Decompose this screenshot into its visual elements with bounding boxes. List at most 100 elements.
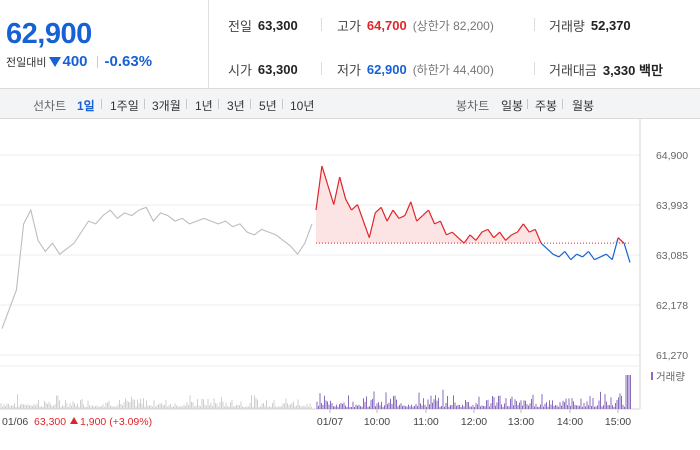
- price-segment: [469, 234, 477, 241]
- trade-value-value: 3,330 백만: [602, 63, 663, 78]
- x-tick-label: 14:00: [557, 416, 583, 428]
- trade-value-label: 거래대금: [549, 63, 597, 78]
- price-segment: [351, 204, 358, 211]
- stat-divider: [534, 18, 535, 31]
- x-tick-label: 10:00: [364, 416, 390, 428]
- x-tick-label: 15:00: [605, 416, 631, 428]
- price-segment: [600, 253, 607, 258]
- tab-divider: [562, 99, 563, 109]
- price-segment: [463, 234, 471, 244]
- price-segment: [439, 220, 447, 236]
- price-segment: [540, 242, 548, 250]
- low-stat: 저가 62,900 (하한가 44,400): [337, 60, 494, 79]
- price-summary: 62,900 전일대비 400 -0.63% 전일 63,300 고가 64,7…: [0, 0, 700, 89]
- price-segment: [327, 185, 335, 205]
- price-segment: [457, 237, 465, 244]
- price-segment: [434, 220, 441, 225]
- stat-divider: [321, 18, 322, 31]
- prev-close-value: 63,300: [257, 18, 298, 33]
- change-label: 전일대비: [6, 56, 47, 69]
- price-segment: [558, 250, 566, 258]
- tab-10-years[interactable]: 10년: [290, 99, 315, 113]
- price-segment: [386, 209, 394, 222]
- volume-stat: 거래량 52,370: [549, 16, 631, 35]
- tab-1-week[interactable]: 1주일: [110, 99, 139, 113]
- change-divider: [96, 55, 98, 68]
- price-segment: [623, 242, 631, 263]
- stat-divider: [534, 62, 535, 75]
- price-segment: [611, 237, 619, 260]
- price-segment: [362, 220, 370, 238]
- price-segment: [487, 229, 495, 238]
- price-segment: [475, 231, 483, 241]
- price-segment: [451, 231, 459, 239]
- tab-divider: [282, 99, 283, 109]
- tab-monthly-candle[interactable]: 월봉: [572, 99, 595, 113]
- price-segment: [398, 215, 406, 219]
- price-segment: [588, 251, 595, 261]
- volume-legend: 거래량: [656, 371, 685, 383]
- x-tick-label: 13:00: [508, 416, 534, 428]
- current-price-box: 62,900 전일대비 400 -0.63%: [0, 0, 209, 89]
- price-segment: [345, 198, 353, 211]
- price-segment: [422, 209, 429, 217]
- price-segment: [321, 165, 329, 186]
- y-tick-label: 62,178: [656, 300, 688, 312]
- intraday-price-chart[interactable]: 64,900 63,993 63,085 62,178 61,270 거래량 01/07 10…: [0, 119, 700, 450]
- high-label: 고가: [337, 19, 361, 34]
- volume-value: 52,370: [590, 18, 631, 33]
- high-stat: 고가 64,700 (상한가 82,200): [337, 16, 494, 35]
- prev-day-close: 63,300: [34, 416, 66, 428]
- open-label: 시가: [228, 63, 252, 78]
- price-segment: [511, 231, 518, 236]
- price-segment: [481, 228, 489, 233]
- upper-limit: (상한가 82,200): [412, 19, 494, 33]
- tab-divider: [218, 99, 219, 109]
- price-segment: [576, 253, 583, 258]
- price-segment: [594, 256, 601, 261]
- tab-1-year[interactable]: 1년: [195, 99, 213, 113]
- price-segment: [368, 212, 376, 238]
- price-segment: [499, 231, 507, 241]
- tab-5-years[interactable]: 5년: [259, 99, 277, 113]
- tab-divider: [250, 99, 251, 109]
- x-tick-label: 01/07: [317, 416, 343, 428]
- prev-day-change: 1,900 (+3.09%): [80, 416, 152, 428]
- prev-day-date: 01/06: [2, 416, 28, 428]
- price-segment: [416, 215, 424, 222]
- tab-3-months[interactable]: 3개월: [152, 99, 181, 113]
- tab-divider: [101, 99, 102, 109]
- price-chart-area: 64,900 63,993 63,085 62,178 61,270 거래량 01/07 10…: [0, 119, 700, 450]
- line-chart-label: 선차트: [33, 99, 67, 113]
- candle-chart-label: 봉차트: [456, 99, 490, 113]
- price-segment: [605, 253, 613, 261]
- price-segment: [552, 253, 560, 258]
- open-value: 63,300: [257, 62, 298, 77]
- price-segment: [617, 237, 625, 244]
- price-segment: [356, 204, 364, 222]
- tab-3-years[interactable]: 3년: [227, 99, 245, 113]
- price-segment: [546, 248, 554, 255]
- tab-divider: [144, 99, 145, 109]
- tab-daily-candle[interactable]: 일봉: [501, 99, 524, 113]
- y-tick-label: 61,270: [656, 350, 688, 362]
- price-segment: [582, 250, 589, 258]
- stat-divider: [321, 62, 322, 75]
- price-segment: [534, 229, 542, 244]
- x-tick-label: 12:00: [461, 416, 487, 428]
- change-amount: 400: [62, 53, 88, 70]
- price-segment: [380, 207, 388, 222]
- price-segment: [392, 209, 400, 219]
- tab-1-day[interactable]: 1일: [77, 99, 95, 113]
- volume-legend-marker: [651, 372, 653, 380]
- tab-weekly-candle[interactable]: 주봉: [535, 99, 558, 113]
- open-stat: 시가 63,300: [228, 60, 298, 79]
- price-segment: [529, 228, 536, 233]
- prev-day-line: [1, 206, 313, 329]
- tab-divider: [186, 99, 187, 109]
- down-triangle-icon: [49, 56, 62, 67]
- price-segment: [516, 223, 524, 233]
- prev-close-label: 전일: [228, 19, 252, 34]
- change-row: 전일대비 400 -0.63%: [6, 53, 152, 70]
